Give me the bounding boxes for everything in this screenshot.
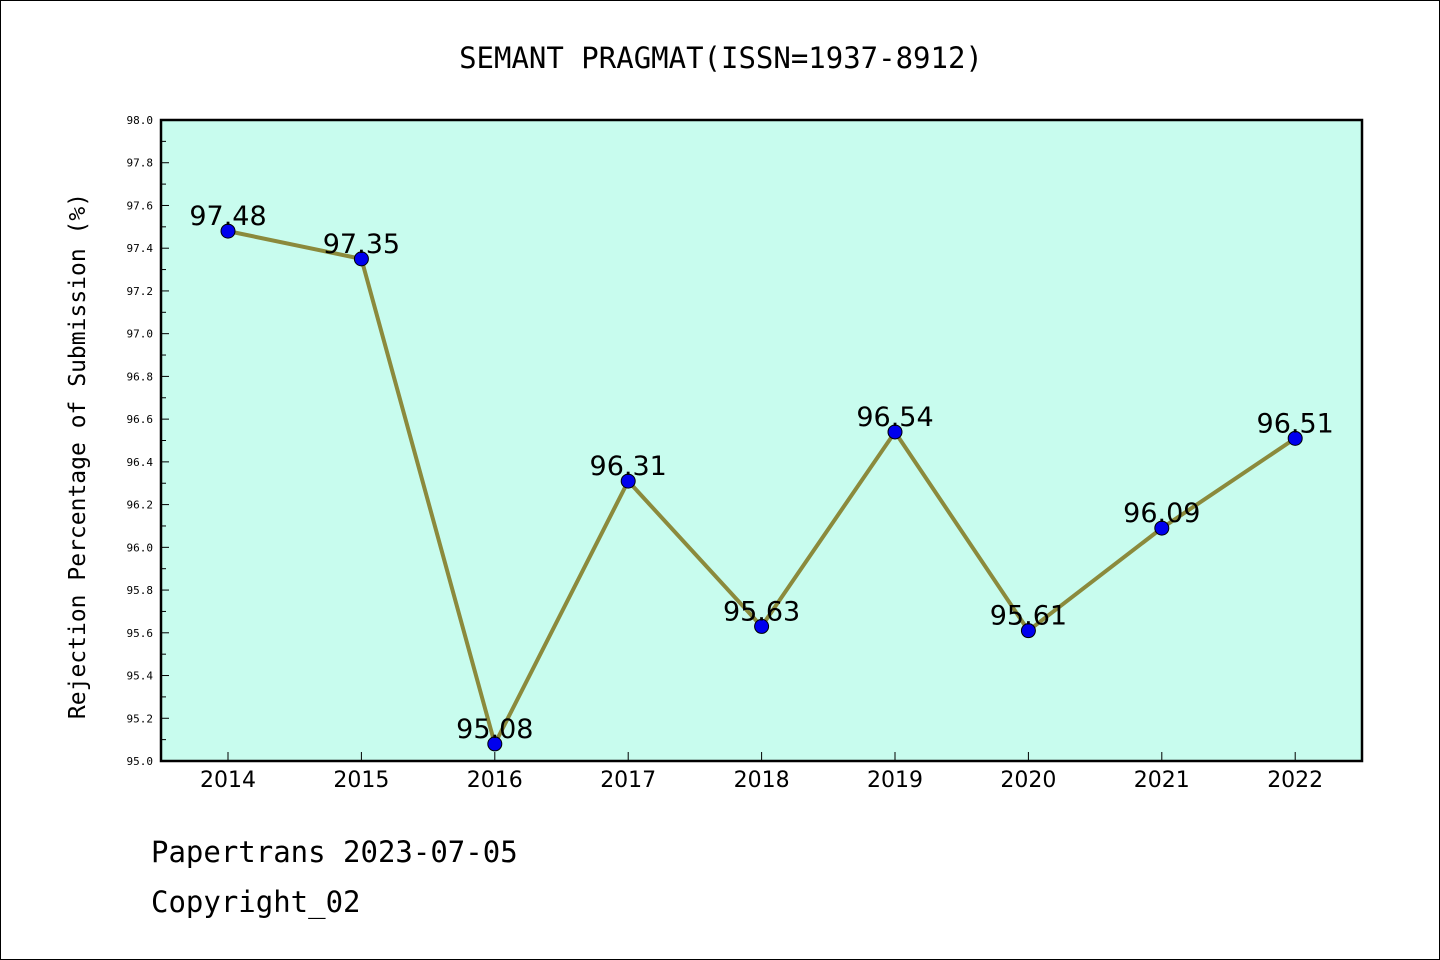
y-tick-label: 97.0 [127,328,154,341]
data-point [887,424,903,440]
data-label: 96.09 [1123,498,1200,529]
x-tick-label: 2021 [1134,768,1190,793]
x-tick-label: 2020 [1000,768,1056,793]
data-label: 96.51 [1257,408,1334,439]
data-label: 96.31 [590,451,667,482]
y-tick-label: 97.4 [127,242,154,255]
data-point [620,473,636,489]
x-axis: 2014 2015 2016 2017 2018 2019 2020 2021 2022 [200,752,1323,793]
y-tick-label: 95.8 [127,584,154,597]
x-tick-label: 2015 [333,768,389,793]
data-point [1287,430,1303,446]
x-tick-label: 2022 [1267,768,1323,793]
data-label: 97.48 [189,201,266,232]
data-point [487,736,503,752]
y-axis: 95.0 95.2 95.4 95.6 95.8 96.0 96.2 96.4 96.6 96.8… [127,114,169,768]
y-tick-label: 97.8 [127,157,154,170]
y-tick-label: 95.6 [127,627,154,640]
data-label: 95.63 [723,596,800,627]
x-tick-label: 2019 [867,768,923,793]
x-tick-label: 2016 [467,768,523,793]
chart-title: SEMANT PRAGMAT(ISSN=1937-8912) [459,41,983,75]
y-tick-label: 95.4 [127,670,154,683]
footer-copyright: Copyright_02 [151,885,361,919]
data-label: 96.54 [856,402,933,433]
x-tick-label: 2017 [600,768,656,793]
data-point [1020,623,1036,639]
footer-credit: Papertrans 2023-07-05 [151,835,518,869]
y-tick-label: 97.2 [127,285,154,298]
y-tick-label: 96.8 [127,370,154,383]
y-tick-label: 96.2 [127,499,154,512]
plot-area [159,118,1364,763]
y-axis-label: Rejection Percentage of Submission (%) [65,193,91,719]
data-point [754,618,770,634]
y-tick-label: 95.0 [127,755,154,768]
x-tick-label: 2018 [734,768,790,793]
series-line-group: 97.48 97.35 95.08 96.31 95.63 96.54 95.61 96.09… [189,201,1334,752]
data-label: 97.35 [323,229,400,260]
y-tick-label: 95.2 [127,712,154,725]
y-tick-label: 96.0 [127,541,154,554]
y-tick-label: 98.0 [127,114,154,127]
y-tick-label: 96.6 [127,413,154,426]
data-point [353,251,369,267]
x-tick-label: 2014 [200,768,256,793]
data-point [1154,520,1170,536]
data-label: 95.61 [990,601,1067,632]
data-label: 95.08 [456,714,533,745]
y-tick-label: 97.6 [127,199,154,212]
data-point [220,223,236,239]
y-tick-label: 96.4 [127,456,154,469]
